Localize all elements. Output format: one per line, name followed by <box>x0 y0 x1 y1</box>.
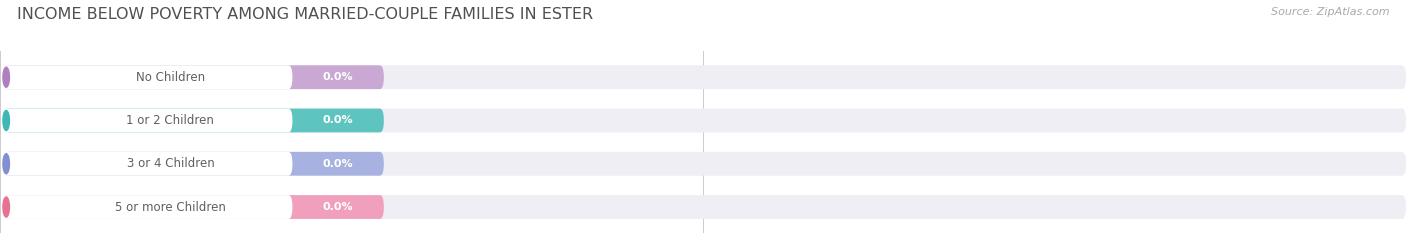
Text: 0.0%: 0.0% <box>323 159 353 169</box>
FancyBboxPatch shape <box>4 152 384 176</box>
Text: No Children: No Children <box>136 71 205 84</box>
FancyBboxPatch shape <box>4 109 384 132</box>
FancyBboxPatch shape <box>4 109 1406 132</box>
Text: INCOME BELOW POVERTY AMONG MARRIED-COUPLE FAMILIES IN ESTER: INCOME BELOW POVERTY AMONG MARRIED-COUPL… <box>17 7 593 22</box>
Text: 5 or more Children: 5 or more Children <box>115 201 226 213</box>
Text: Source: ZipAtlas.com: Source: ZipAtlas.com <box>1271 7 1389 17</box>
Circle shape <box>3 154 10 174</box>
FancyBboxPatch shape <box>4 195 384 219</box>
FancyBboxPatch shape <box>4 152 1406 176</box>
Text: 0.0%: 0.0% <box>323 202 353 212</box>
Text: 0.0%: 0.0% <box>323 116 353 126</box>
FancyBboxPatch shape <box>4 195 292 219</box>
FancyBboxPatch shape <box>4 65 384 89</box>
FancyBboxPatch shape <box>4 195 1406 219</box>
Text: 1 or 2 Children: 1 or 2 Children <box>127 114 214 127</box>
FancyBboxPatch shape <box>4 152 292 176</box>
Circle shape <box>3 110 10 130</box>
Circle shape <box>3 67 10 87</box>
FancyBboxPatch shape <box>4 109 292 132</box>
Text: 0.0%: 0.0% <box>323 72 353 82</box>
Circle shape <box>3 197 10 217</box>
FancyBboxPatch shape <box>4 65 1406 89</box>
FancyBboxPatch shape <box>4 65 292 89</box>
Text: 3 or 4 Children: 3 or 4 Children <box>127 157 214 170</box>
